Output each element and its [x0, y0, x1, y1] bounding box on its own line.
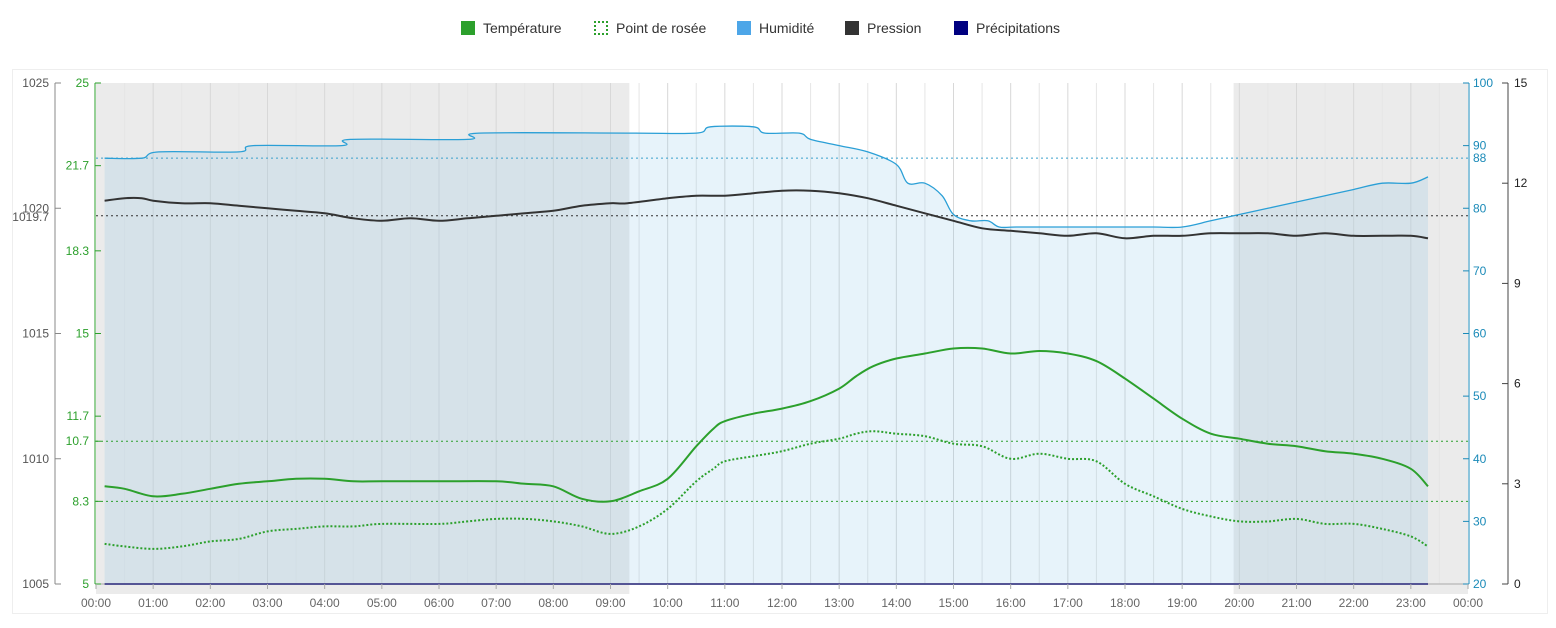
legend-swatch: [461, 21, 475, 35]
humidity-tick-label: 90: [1473, 139, 1487, 153]
humidity-tick-label: 30: [1473, 514, 1487, 528]
x-tick-label: 21:00: [1281, 596, 1311, 610]
precipitation-tick-label: 0: [1514, 577, 1521, 591]
temperature-tick-label: 25: [76, 76, 90, 90]
x-tick-label: 23:00: [1396, 596, 1426, 610]
precipitation-tick-label: 9: [1514, 276, 1521, 290]
x-tick-label: 15:00: [938, 596, 968, 610]
legend-swatch: [737, 21, 751, 35]
humidity-tick-label: 80: [1473, 201, 1487, 215]
temperature-tick-label: 21.7: [66, 159, 90, 173]
x-tick-label: 01:00: [138, 596, 168, 610]
temperature-tick-label: 18.3: [66, 244, 90, 258]
humidity-marker-label: 88: [1473, 151, 1487, 165]
weather-chart: 1005 1010 1015 1020 1025 1019.7 5 8.3 10.7 11.7 15…: [13, 76, 1528, 610]
pressure-tick-label: 1005: [22, 577, 49, 591]
legend-label: Point de rosée: [616, 20, 707, 36]
pressure-tick-label: 1020: [22, 201, 49, 215]
dewpoint-line: [104, 430, 1429, 550]
temperature-tick-label: 8.3: [72, 494, 89, 508]
x-tick-label: 07:00: [481, 596, 511, 610]
x-tick-label: 18:00: [1110, 596, 1140, 610]
precipitation-tick-label: 3: [1514, 477, 1521, 491]
legend-item-0[interactable]: Température: [461, 18, 562, 38]
temperature-tick-label: 5: [82, 577, 89, 591]
x-tick-label: 10:00: [653, 596, 683, 610]
legend-item-4[interactable]: Précipitations: [954, 18, 1060, 38]
legend-item-2[interactable]: Humidité: [737, 18, 814, 38]
x-tick-label: 00:00: [1453, 596, 1483, 610]
humidity-tick-label: 60: [1473, 327, 1487, 341]
precipitation-tick-label: 6: [1514, 377, 1521, 391]
legend-item-3[interactable]: Pression: [845, 18, 921, 38]
x-tick-label: 05:00: [367, 596, 397, 610]
pressure-tick-label: 1025: [22, 76, 49, 90]
x-tick-label: 20:00: [1224, 596, 1254, 610]
x-tick-label: 09:00: [595, 596, 625, 610]
x-tick-label: 19:00: [1167, 596, 1197, 610]
humidity-line: [104, 125, 1429, 229]
x-tick-label: 14:00: [881, 596, 911, 610]
chart-legend: Température Point de rosée Humidité Pressio…: [0, 14, 1556, 42]
x-tick-label: 17:00: [1053, 596, 1083, 610]
x-tick-label: 08:00: [538, 596, 568, 610]
pressure-tick-label: 1015: [22, 327, 49, 341]
legend-swatch: [594, 21, 608, 35]
humidity-tick-label: 70: [1473, 264, 1487, 278]
humidity-tick-label: 20: [1473, 577, 1487, 591]
temperature-tick-label: 10.7: [66, 434, 90, 448]
x-tick-label: 06:00: [424, 596, 454, 610]
x-tick-label: 04:00: [310, 596, 340, 610]
legend-item-1[interactable]: Point de rosée: [594, 18, 706, 38]
legend-label: Température: [483, 20, 562, 36]
x-tick-label: 12:00: [767, 596, 797, 610]
legend-label: Pression: [867, 20, 922, 36]
humidity-area: [104, 126, 1429, 585]
humidity-tick-label: 100: [1473, 76, 1493, 90]
legend-swatch: [845, 21, 859, 35]
chart-frame: 1005 1010 1015 1020 1025 1019.7 5 8.3 10.7 11.7 15…: [12, 69, 1548, 614]
x-tick-label: 11:00: [710, 596, 739, 610]
legend-label: Précipitations: [976, 20, 1061, 36]
temperature-tick-label: 11.7: [67, 409, 90, 423]
precipitation-tick-label: 12: [1514, 176, 1528, 190]
night-shade-1: [1233, 83, 1468, 594]
humidity-tick-label: 50: [1473, 389, 1487, 403]
temperature-line: [104, 346, 1429, 503]
humidity-tick-label: 40: [1473, 452, 1487, 466]
x-tick-label: 22:00: [1339, 596, 1369, 610]
x-tick-label: 03:00: [252, 596, 282, 610]
x-tick-label: 02:00: [195, 596, 225, 610]
night-shade-0: [96, 83, 630, 594]
x-tick-label: 13:00: [824, 596, 854, 610]
pressure-tick-label: 1010: [22, 452, 49, 466]
pressure-line: [104, 189, 1429, 240]
legend-label: Humidité: [759, 20, 815, 36]
x-tick-label: 00:00: [81, 596, 111, 610]
legend-swatch: [954, 21, 968, 35]
precipitation-tick-label: 15: [1514, 76, 1528, 90]
temperature-tick-label: 15: [76, 327, 90, 341]
pressure-marker-label: 1019.7: [13, 210, 49, 224]
x-tick-label: 16:00: [996, 596, 1026, 610]
